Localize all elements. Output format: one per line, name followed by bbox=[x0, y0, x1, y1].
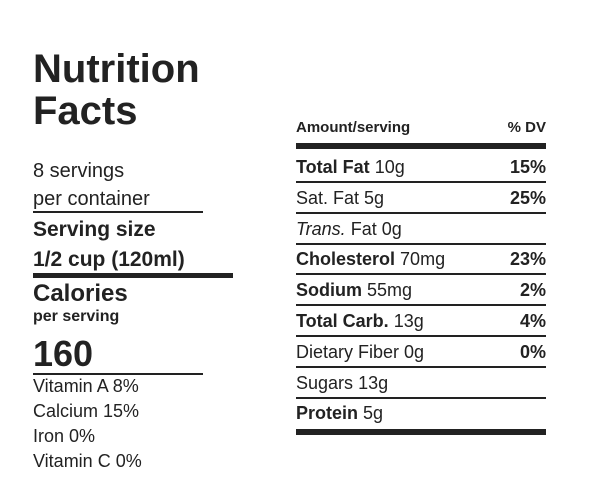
nutrient-amount: 10g bbox=[374, 157, 405, 177]
rule bbox=[296, 396, 546, 399]
dv-header: % DV bbox=[507, 119, 546, 136]
nutrient-row: Sat. Fat 5g 25% bbox=[296, 183, 546, 214]
vitamin: Calcium 15% bbox=[33, 401, 140, 421]
amount-header: Amount/serving bbox=[296, 119, 411, 136]
rule bbox=[296, 335, 546, 337]
nutrient-name: Protein bbox=[296, 403, 359, 424]
calories-label: Calories bbox=[33, 280, 128, 307]
calories-sublabel: per serving bbox=[33, 308, 120, 325]
servings: 8 servings bbox=[33, 160, 125, 182]
nutrient-name: Dietary Fiber bbox=[296, 341, 400, 362]
nutrient-name: Total Fat bbox=[296, 157, 370, 177]
nutrient-row: Dietary Fiber 0g 0% bbox=[296, 337, 546, 368]
nutrient-row: Trans. Fat 0g bbox=[296, 214, 546, 245]
nutrient-row: Sugars 13g bbox=[296, 368, 546, 399]
rule bbox=[296, 211, 546, 214]
nutrient-amount: 0g bbox=[381, 218, 402, 239]
nutrient-amount: 0g bbox=[404, 341, 425, 362]
nutrient-amount: 5g bbox=[363, 403, 384, 424]
daily-value: 25% bbox=[509, 187, 546, 208]
daily-value: 2% bbox=[519, 280, 546, 301]
nutrient-row: Cholesterol 70mg 23% bbox=[296, 244, 546, 276]
nutrient-name: Sat. Fat bbox=[296, 187, 360, 208]
nutrient-row: Sodium 55mg 2% bbox=[296, 275, 546, 307]
rule bbox=[296, 143, 546, 149]
nutrient-amount: 5g bbox=[364, 187, 385, 208]
daily-value: 0% bbox=[519, 341, 546, 362]
nutrient-row: Protein 5g bbox=[296, 398, 546, 436]
vitamin: Vitamin A 8% bbox=[33, 376, 139, 396]
rule bbox=[33, 373, 203, 375]
vitamin: Vitamin C 0% bbox=[33, 451, 142, 471]
daily-value: 4% bbox=[519, 311, 546, 331]
nutrient-row: Total Carb. 13g 4% bbox=[296, 306, 546, 337]
rule bbox=[296, 273, 546, 276]
serving-size-label: Serving size bbox=[33, 218, 156, 241]
rule bbox=[33, 211, 203, 213]
nutrient-amount: 55mg bbox=[367, 280, 413, 301]
calories-value: 160 bbox=[33, 333, 94, 374]
nutrient-amount: 13g bbox=[393, 311, 424, 331]
daily-value: 23% bbox=[509, 249, 546, 270]
nutrient-amount: 70mg bbox=[400, 249, 446, 270]
nutrient-name-suffix: Fat bbox=[350, 218, 377, 239]
rule bbox=[296, 242, 546, 245]
nutrient-name: Sodium bbox=[296, 280, 362, 301]
servings: per container bbox=[33, 188, 150, 210]
nutrient-name: Sugars bbox=[296, 372, 354, 393]
nutrient-name: Trans. bbox=[296, 218, 346, 239]
vitamin: Iron 0% bbox=[33, 426, 96, 446]
nutrient-name: Cholesterol bbox=[296, 249, 396, 270]
nutrient-row: Total Fat 10g 15% bbox=[296, 152, 546, 183]
nutrient-amount: 13g bbox=[358, 372, 389, 393]
rule bbox=[296, 429, 546, 436]
serving-size-value: 1/2 cup (120ml) bbox=[33, 248, 185, 271]
rule bbox=[296, 181, 546, 183]
rule bbox=[33, 273, 233, 278]
nutrient-name: Total Carb. bbox=[296, 311, 389, 331]
rule bbox=[296, 304, 546, 307]
rule bbox=[296, 365, 546, 368]
daily-value: 15% bbox=[509, 157, 546, 177]
title: Nutrition Facts bbox=[33, 47, 200, 133]
